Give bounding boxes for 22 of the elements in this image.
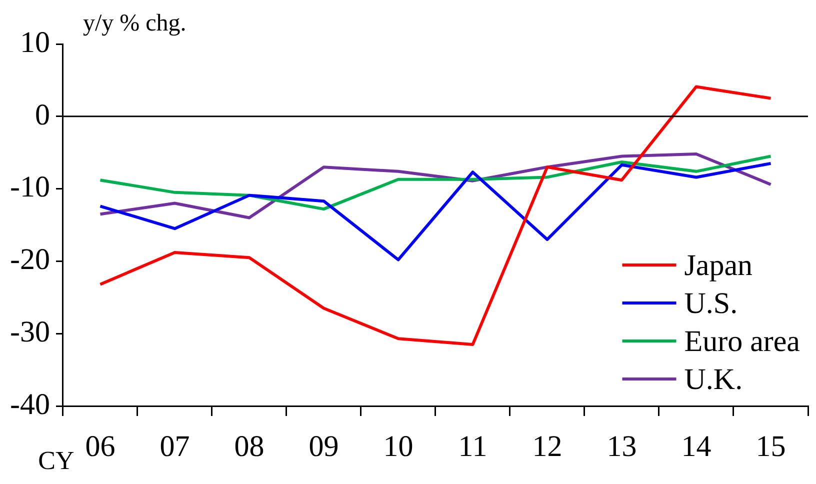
x-tick-label: 06 (85, 430, 116, 463)
legend-label: U.S. (684, 286, 738, 320)
x-tick-label: 11 (458, 430, 488, 463)
y-tick-label: -40 (10, 388, 50, 421)
x-axis-title: CY (38, 446, 74, 475)
x-tick-label: 14 (681, 430, 712, 463)
y-tick-label: -10 (10, 170, 50, 204)
y-tick-label: -20 (10, 243, 50, 276)
x-tick-label: 12 (532, 430, 562, 463)
x-tick-label: 07 (160, 430, 190, 463)
legend-label: Euro area (684, 324, 800, 358)
legend-label: Japan (684, 248, 753, 282)
x-tick-label: 10 (383, 430, 414, 463)
x-tick-label: 13 (606, 430, 637, 463)
y-axis-title: y/y % chg. (82, 10, 186, 36)
y-tick-label: 10 (20, 26, 50, 59)
x-tick-label: 09 (308, 430, 339, 463)
x-tick-label: 08 (234, 430, 264, 463)
x-tick-label: 15 (756, 430, 786, 463)
legend-label: U.K. (684, 362, 743, 396)
y-tick-label: 0 (34, 98, 50, 132)
y-tick-label: -30 (10, 315, 50, 348)
